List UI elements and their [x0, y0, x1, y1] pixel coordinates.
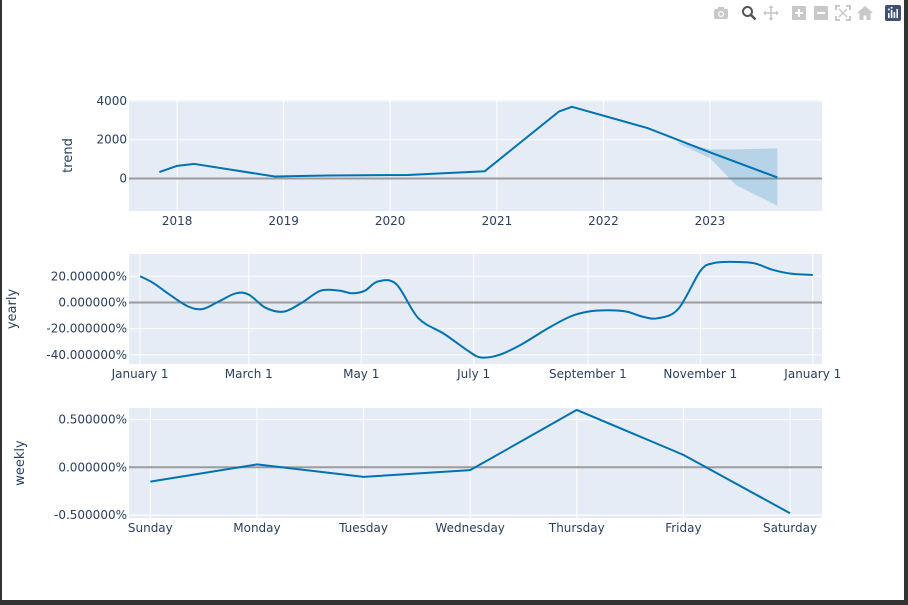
- x-tick-label: Sunday: [128, 521, 173, 535]
- y-tick-label: -20.000000%: [46, 322, 127, 336]
- zoom-out-icon: [814, 6, 828, 20]
- x-tick-label: Saturday: [763, 521, 817, 535]
- plot-area: [129, 408, 822, 518]
- x-tick-label: 2019: [268, 214, 299, 228]
- plotly-logo-button[interactable]: [882, 3, 904, 23]
- y-tick-label: -0.500000%: [54, 508, 127, 522]
- y-tick-label: 0.500000%: [58, 412, 127, 426]
- y-tick-label: 2000: [96, 133, 127, 147]
- x-tick-label: 2018: [162, 214, 193, 228]
- autoscale-button[interactable]: [832, 3, 854, 23]
- y-axis-title: yearly: [5, 289, 20, 330]
- x-tick-label: Friday: [665, 521, 701, 535]
- plot-area: [129, 254, 822, 364]
- zoom-button[interactable]: [738, 3, 760, 23]
- x-tick-label: 2022: [588, 214, 619, 228]
- x-tick-label: March 1: [225, 367, 273, 381]
- zoom-in-icon: [792, 6, 806, 20]
- reset-axes-icon: [857, 6, 873, 20]
- subplot-yearly: January 1 March 1 May 1 July 1 September 1 No…: [5, 254, 841, 381]
- series-line-weekly: [150, 408, 791, 515]
- reset-axes-button[interactable]: [854, 3, 876, 23]
- x-tick-label: Tuesday: [338, 521, 388, 535]
- zoom-out-button[interactable]: [810, 3, 832, 23]
- camera-button[interactable]: [710, 3, 732, 23]
- x-tick-label: May 1: [343, 367, 379, 381]
- x-tick-label: 2020: [375, 214, 406, 228]
- x-tick-label: September 1: [549, 367, 627, 381]
- camera-icon: [713, 6, 729, 20]
- autoscale-icon: [835, 5, 851, 21]
- y-tick-label: 20.000000%: [51, 269, 127, 283]
- plot-area: [129, 100, 822, 211]
- x-tick-label: Thursday: [548, 521, 605, 535]
- y-tick-label: 0: [119, 171, 127, 185]
- x-tick-label: January 1: [111, 367, 169, 381]
- x-tick-label: Wednesday: [435, 521, 504, 535]
- series-line-yearly: [139, 260, 813, 359]
- uncertainty-band: [678, 142, 778, 206]
- zoom-in-button[interactable]: [788, 3, 810, 23]
- subplot-trend: 2018 2019 2020 2021 2022 2023 4000 2000 0 trend: [61, 94, 822, 228]
- y-tick-label: 4000: [96, 94, 127, 108]
- subplot-weekly: Sunday Monday Tuesday Wednesday Thursday Frid…: [13, 408, 822, 535]
- x-tick-label: 2023: [695, 214, 726, 228]
- x-tick-label: January 1: [783, 367, 841, 381]
- x-tick-label: Monday: [233, 521, 280, 535]
- pan-icon: [763, 5, 779, 21]
- y-tick-label: 0.000000%: [58, 295, 127, 309]
- modebar: [710, 3, 904, 23]
- series-line-trend: [159, 105, 778, 179]
- y-axis-title: weekly: [13, 440, 28, 486]
- plotly-logo-icon: [885, 5, 901, 21]
- y-tick-label: -40.000000%: [46, 348, 127, 362]
- x-tick-label: 2021: [482, 214, 513, 228]
- zoom-icon: [741, 5, 757, 21]
- pan-button[interactable]: [760, 3, 782, 23]
- y-axis-title: trend: [61, 138, 76, 173]
- x-tick-label: July 1: [456, 367, 490, 381]
- y-tick-label: 0.000000%: [58, 460, 127, 474]
- x-tick-label: November 1: [663, 367, 737, 381]
